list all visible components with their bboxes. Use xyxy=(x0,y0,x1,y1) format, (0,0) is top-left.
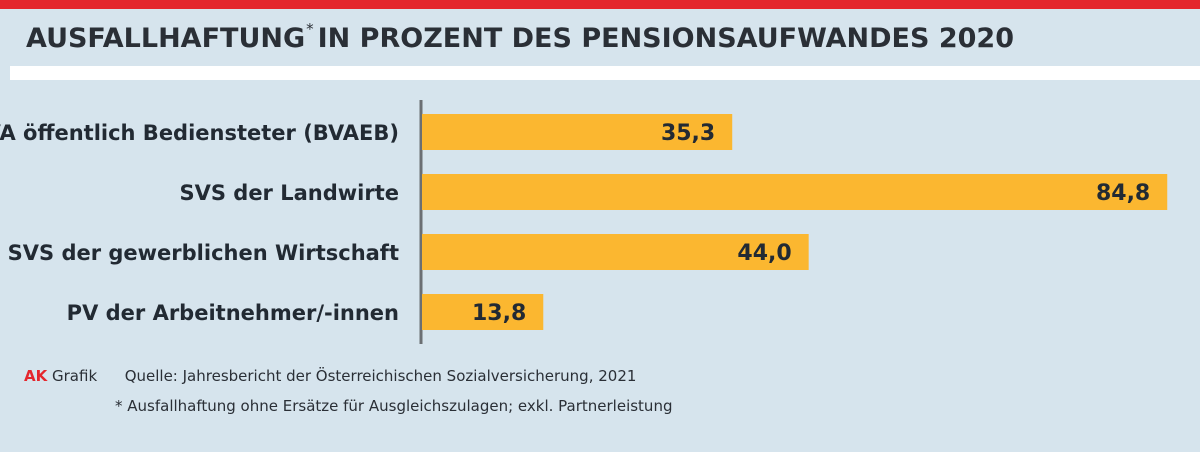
value-label: 35,3 xyxy=(661,121,715,146)
title-rest: IN PROZENT DES PENSIONSAUFWANDES 2020 xyxy=(317,23,1014,54)
footer-source-row: AK Grafik Quelle: Jahresbericht der Öste… xyxy=(24,367,636,385)
category-label: PV der Arbeitnehmer/-innen xyxy=(67,301,399,325)
title-main: AUSFALLHAFTUNG xyxy=(26,23,306,54)
page-title: AUSFALLHAFTUNG* IN PROZENT DES PENSIONSAU… xyxy=(26,20,1014,54)
footnote-text: * Ausfallhaftung ohne Ersätze für Ausgle… xyxy=(115,397,673,415)
header-divider xyxy=(10,66,1200,80)
source-text: Quelle: Jahresbericht der Österreichisch… xyxy=(124,367,637,385)
title-footnote-mark: * xyxy=(306,20,314,38)
category-label: SVS der Landwirte xyxy=(179,181,399,205)
bar-chart: VA öffentlich Bediensteter (BVAEB) 35,3 SV… xyxy=(0,100,1168,344)
value-label: 84,8 xyxy=(1096,181,1150,206)
top-accent-bar xyxy=(0,0,1200,9)
header: AUSFALLHAFTUNG* IN PROZENT DES PENSIONSAU… xyxy=(10,9,1200,66)
category-label: SVS der gewerblichen Wirtschaft xyxy=(8,241,399,265)
brand-suffix: Grafik xyxy=(52,367,98,385)
bar xyxy=(422,234,809,270)
bar xyxy=(422,174,1168,210)
value-label: 44,0 xyxy=(737,241,791,266)
value-label: 13,8 xyxy=(472,301,526,326)
footer-note-row: * Ausfallhaftung ohne Ersätze für Ausgle… xyxy=(115,397,672,415)
bar xyxy=(422,114,733,150)
bar xyxy=(422,294,544,330)
brand-ak: AK xyxy=(24,367,48,385)
category-label: VA öffentlich Bediensteter (BVAEB) xyxy=(0,121,399,145)
